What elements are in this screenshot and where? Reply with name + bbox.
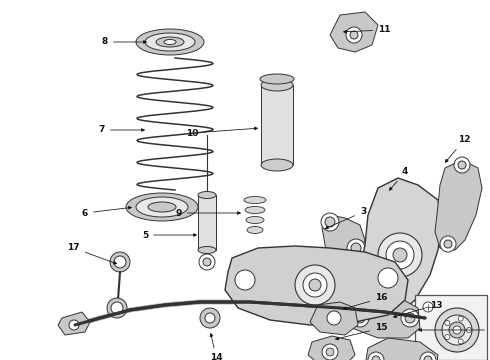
Circle shape — [378, 188, 392, 202]
Circle shape — [445, 320, 450, 325]
Circle shape — [435, 308, 479, 352]
Bar — [415, 295, 487, 360]
Polygon shape — [435, 160, 482, 250]
Ellipse shape — [164, 40, 176, 45]
Circle shape — [322, 344, 338, 360]
Circle shape — [444, 240, 452, 248]
Polygon shape — [330, 12, 378, 52]
Ellipse shape — [136, 29, 204, 55]
Ellipse shape — [198, 192, 216, 198]
Circle shape — [69, 320, 79, 330]
Circle shape — [401, 309, 419, 327]
Circle shape — [405, 313, 415, 323]
Polygon shape — [350, 295, 420, 338]
Text: 16: 16 — [343, 293, 388, 310]
Circle shape — [309, 279, 321, 291]
Circle shape — [378, 233, 422, 277]
Circle shape — [325, 217, 335, 227]
Circle shape — [424, 356, 432, 360]
Bar — [261, 85, 293, 165]
Text: 9: 9 — [175, 208, 241, 217]
Text: 6: 6 — [82, 206, 131, 217]
Text: 17: 17 — [68, 243, 117, 264]
Ellipse shape — [244, 197, 266, 203]
Circle shape — [107, 298, 127, 318]
Circle shape — [295, 265, 335, 305]
Circle shape — [458, 339, 463, 344]
Circle shape — [199, 254, 215, 270]
Ellipse shape — [245, 207, 265, 213]
Circle shape — [458, 316, 463, 321]
Circle shape — [303, 273, 327, 297]
Circle shape — [440, 236, 456, 252]
Circle shape — [442, 315, 472, 345]
Ellipse shape — [198, 247, 216, 253]
Circle shape — [205, 313, 215, 323]
Text: 1: 1 — [418, 325, 490, 334]
Circle shape — [420, 352, 436, 360]
Circle shape — [393, 248, 407, 262]
Polygon shape — [58, 312, 90, 335]
Text: 7: 7 — [98, 126, 145, 135]
Circle shape — [368, 352, 384, 360]
Bar — [198, 195, 216, 250]
Polygon shape — [365, 338, 438, 360]
Circle shape — [378, 268, 398, 288]
Text: 8: 8 — [102, 37, 147, 46]
Ellipse shape — [136, 197, 188, 217]
Circle shape — [235, 270, 255, 290]
Circle shape — [458, 161, 466, 169]
Circle shape — [326, 348, 334, 356]
Text: 5: 5 — [142, 230, 196, 239]
Polygon shape — [308, 336, 355, 360]
Ellipse shape — [247, 226, 263, 234]
Circle shape — [351, 309, 369, 327]
Circle shape — [355, 313, 365, 323]
Text: 14: 14 — [210, 334, 222, 360]
Circle shape — [110, 252, 130, 272]
Polygon shape — [310, 302, 358, 335]
Text: 10: 10 — [186, 127, 257, 138]
Circle shape — [346, 27, 362, 43]
Circle shape — [327, 311, 341, 325]
Ellipse shape — [261, 79, 293, 91]
Circle shape — [351, 243, 361, 253]
Circle shape — [453, 326, 461, 334]
Circle shape — [321, 213, 339, 231]
Text: 15: 15 — [336, 324, 388, 340]
Circle shape — [347, 239, 365, 257]
Ellipse shape — [260, 74, 294, 84]
Circle shape — [372, 356, 380, 360]
Ellipse shape — [145, 33, 195, 51]
Ellipse shape — [261, 159, 293, 171]
Text: 12: 12 — [445, 135, 470, 162]
Ellipse shape — [148, 202, 176, 212]
Text: 11: 11 — [343, 26, 391, 35]
Circle shape — [111, 302, 123, 314]
Text: 3: 3 — [325, 207, 366, 229]
Circle shape — [445, 334, 450, 339]
Polygon shape — [225, 246, 408, 325]
Circle shape — [466, 328, 471, 333]
Text: 4: 4 — [390, 167, 408, 190]
Circle shape — [200, 308, 220, 328]
Text: 13: 13 — [393, 301, 442, 318]
Circle shape — [203, 258, 211, 266]
Circle shape — [382, 192, 388, 198]
Polygon shape — [360, 178, 442, 315]
Ellipse shape — [126, 193, 198, 221]
Circle shape — [454, 157, 470, 173]
Circle shape — [386, 241, 414, 269]
Circle shape — [350, 31, 358, 39]
Circle shape — [449, 322, 465, 338]
Circle shape — [423, 302, 433, 312]
Ellipse shape — [156, 37, 184, 47]
Polygon shape — [322, 215, 365, 258]
Circle shape — [114, 256, 126, 268]
Ellipse shape — [246, 216, 264, 224]
